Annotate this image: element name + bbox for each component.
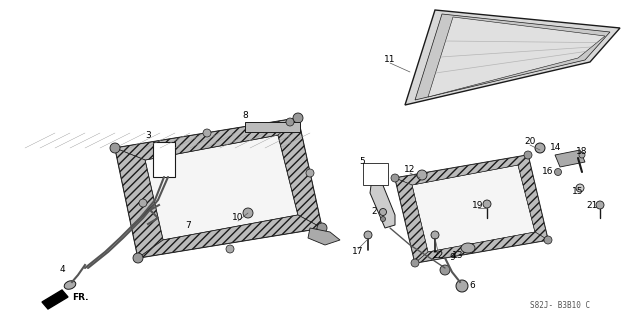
Polygon shape bbox=[115, 148, 163, 258]
Bar bbox=[363, 163, 388, 185]
Text: 5: 5 bbox=[359, 158, 365, 167]
Text: 13: 13 bbox=[452, 250, 464, 259]
Text: 8: 8 bbox=[242, 110, 248, 120]
Text: 18: 18 bbox=[576, 147, 588, 157]
Text: 6: 6 bbox=[469, 280, 475, 290]
Polygon shape bbox=[405, 10, 620, 105]
Polygon shape bbox=[138, 215, 322, 258]
Text: 7: 7 bbox=[185, 220, 191, 229]
Circle shape bbox=[579, 152, 585, 158]
Circle shape bbox=[380, 209, 387, 216]
Circle shape bbox=[286, 118, 294, 126]
Polygon shape bbox=[555, 150, 585, 167]
Polygon shape bbox=[370, 178, 395, 228]
Text: 15: 15 bbox=[572, 188, 584, 197]
Circle shape bbox=[417, 170, 427, 180]
Text: 11: 11 bbox=[384, 56, 396, 64]
Text: 2: 2 bbox=[371, 207, 377, 217]
Text: 3: 3 bbox=[145, 130, 151, 139]
Circle shape bbox=[293, 113, 303, 123]
Ellipse shape bbox=[461, 243, 475, 253]
Polygon shape bbox=[395, 178, 428, 263]
Polygon shape bbox=[395, 155, 548, 263]
Circle shape bbox=[411, 259, 419, 267]
Text: 14: 14 bbox=[550, 144, 562, 152]
Text: 20: 20 bbox=[524, 137, 536, 146]
Circle shape bbox=[431, 231, 439, 239]
Circle shape bbox=[544, 236, 552, 244]
Text: FR.: FR. bbox=[72, 293, 88, 301]
Circle shape bbox=[364, 231, 372, 239]
Polygon shape bbox=[415, 14, 610, 100]
Text: 19: 19 bbox=[472, 201, 484, 210]
Text: 10: 10 bbox=[232, 213, 244, 222]
Text: 16: 16 bbox=[542, 167, 554, 176]
Polygon shape bbox=[115, 118, 298, 160]
Text: 4: 4 bbox=[59, 265, 65, 275]
Polygon shape bbox=[412, 165, 535, 252]
Text: S82J- B3B10 C: S82J- B3B10 C bbox=[530, 301, 590, 310]
Circle shape bbox=[483, 200, 491, 208]
Circle shape bbox=[576, 184, 584, 192]
Circle shape bbox=[535, 143, 545, 153]
Polygon shape bbox=[145, 135, 298, 240]
Bar bbox=[153, 142, 175, 177]
Circle shape bbox=[317, 223, 327, 233]
Text: 22: 22 bbox=[433, 250, 444, 259]
Circle shape bbox=[306, 169, 314, 177]
Text: 12: 12 bbox=[404, 166, 416, 174]
Ellipse shape bbox=[64, 281, 76, 289]
Circle shape bbox=[381, 217, 385, 221]
Circle shape bbox=[554, 168, 561, 175]
Polygon shape bbox=[415, 232, 548, 263]
Bar bbox=[245, 122, 300, 132]
Text: 21: 21 bbox=[586, 201, 598, 210]
Polygon shape bbox=[428, 17, 605, 97]
Polygon shape bbox=[115, 118, 322, 258]
Circle shape bbox=[524, 151, 532, 159]
Circle shape bbox=[243, 208, 253, 218]
Polygon shape bbox=[308, 228, 340, 245]
Polygon shape bbox=[42, 290, 68, 309]
Circle shape bbox=[596, 201, 604, 209]
Circle shape bbox=[456, 280, 468, 292]
Polygon shape bbox=[278, 118, 322, 228]
Circle shape bbox=[110, 143, 120, 153]
Circle shape bbox=[391, 174, 399, 182]
Polygon shape bbox=[518, 155, 548, 240]
Circle shape bbox=[226, 245, 234, 253]
Text: 9: 9 bbox=[449, 254, 455, 263]
Polygon shape bbox=[395, 155, 528, 185]
Circle shape bbox=[203, 129, 211, 137]
Circle shape bbox=[440, 265, 450, 275]
Text: 17: 17 bbox=[352, 248, 364, 256]
Circle shape bbox=[133, 253, 143, 263]
Circle shape bbox=[139, 199, 147, 207]
